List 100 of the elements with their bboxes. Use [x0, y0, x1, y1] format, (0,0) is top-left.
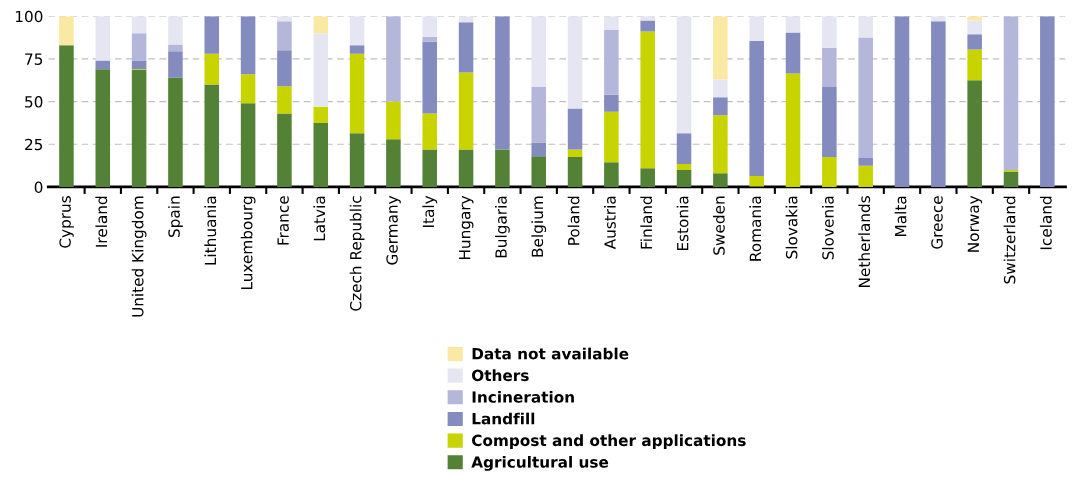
x-tick-label: Italy — [422, 195, 438, 227]
x-tick-label: Greece — [931, 196, 943, 249]
bar — [967, 20, 982, 35]
bar — [59, 45, 74, 187]
legend-label: Landfill — [472, 412, 535, 425]
legend-label: Data not available — [472, 347, 629, 360]
x-tick-label: Malta — [894, 196, 907, 236]
x-tick-label: Slovakia — [785, 196, 798, 259]
bar — [458, 22, 474, 73]
bar — [967, 49, 982, 81]
bar — [349, 16, 365, 46]
bar — [931, 21, 946, 187]
bar — [604, 162, 619, 187]
bar — [531, 87, 546, 143]
bar — [95, 60, 111, 70]
y-tick-label: 75 — [25, 53, 43, 65]
bar — [713, 173, 728, 187]
bar — [713, 115, 728, 174]
bar — [640, 20, 655, 32]
bar — [1040, 16, 1055, 187]
bar — [204, 84, 220, 187]
bar — [240, 16, 256, 75]
bar — [168, 44, 183, 52]
bar — [422, 36, 437, 42]
bar — [567, 149, 583, 158]
bar — [858, 165, 873, 187]
x-tick-label: Estonia — [676, 196, 689, 251]
bar — [676, 133, 692, 164]
bar — [822, 87, 837, 158]
bar — [822, 16, 837, 48]
bar — [858, 37, 873, 158]
bar — [131, 33, 147, 61]
x-tick-label: Austria — [603, 196, 616, 250]
bar — [422, 113, 437, 150]
bar — [640, 168, 655, 187]
legend-label: Others — [471, 369, 529, 382]
bar — [240, 74, 256, 104]
bar — [713, 16, 728, 80]
x-tick-label: Germany — [386, 195, 401, 265]
x-tick-label: Netherlands — [858, 196, 871, 287]
bar — [349, 45, 365, 54]
x-tick-label: Romania — [749, 196, 762, 261]
bar — [277, 86, 292, 114]
bar — [386, 101, 401, 140]
legend-label: Compost and other applications — [471, 434, 746, 450]
bar — [422, 16, 437, 37]
x-tick-label: United Kingdom — [131, 196, 147, 317]
x-tick-label: Belgium — [531, 196, 547, 257]
x-tick-label: Switzerland — [1003, 196, 1016, 284]
x-tick-label: Poland — [567, 196, 580, 245]
bar — [967, 80, 982, 187]
bar — [676, 163, 692, 170]
bar — [458, 149, 474, 187]
bar — [567, 108, 583, 150]
bar — [386, 139, 401, 187]
bar — [313, 106, 329, 123]
x-tick-label: France — [277, 196, 289, 245]
bar — [640, 31, 655, 169]
bar — [95, 69, 111, 187]
y-tick-label: 25 — [25, 138, 43, 151]
bar — [713, 97, 728, 116]
bar — [277, 50, 292, 87]
y-tick-label: 100 — [15, 10, 43, 23]
bar — [349, 53, 365, 134]
bar — [822, 157, 837, 187]
bar — [204, 16, 220, 54]
bar — [531, 142, 546, 157]
bar — [131, 60, 147, 70]
x-tick-label: Hungary — [459, 195, 474, 260]
bar — [1003, 171, 1019, 187]
x-tick-label: Sweden — [712, 196, 725, 255]
x-tick-label: Slovenia — [821, 196, 834, 260]
bar — [567, 16, 583, 109]
bar — [822, 47, 837, 88]
bar — [495, 149, 510, 187]
bar — [531, 16, 546, 88]
bar — [168, 16, 183, 45]
x-tick-label: Cyprus — [59, 196, 74, 248]
bar — [204, 53, 220, 85]
bar — [422, 41, 437, 114]
bar — [495, 16, 510, 150]
x-tick-label: Lithuania — [204, 196, 217, 265]
bar — [749, 175, 764, 187]
bar — [168, 51, 183, 78]
x-tick-label: Bulgaria — [495, 196, 510, 258]
bar — [749, 16, 764, 41]
bar — [604, 16, 619, 30]
bar — [531, 156, 546, 187]
bar — [567, 157, 583, 187]
bar — [676, 16, 692, 134]
bar — [313, 122, 329, 187]
y-tick-label: 50 — [25, 96, 43, 108]
bar — [168, 77, 183, 187]
x-tick-label: Iceland — [1039, 196, 1052, 250]
bar — [676, 169, 692, 187]
x-tick-label: Latvia — [313, 196, 326, 241]
x-tick-label: Luxembourg — [240, 196, 256, 290]
bar — [313, 16, 329, 34]
bar — [131, 16, 147, 34]
bar — [131, 70, 147, 187]
